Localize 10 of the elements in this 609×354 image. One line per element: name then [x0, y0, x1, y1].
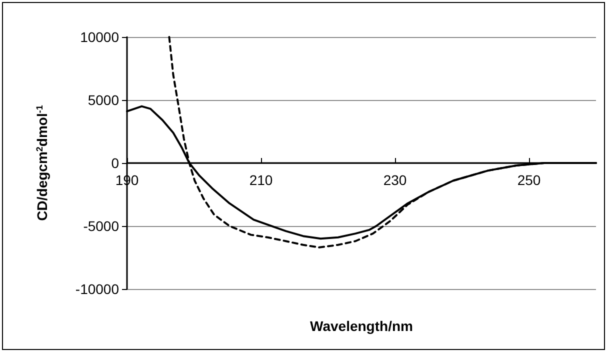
y-tick-label: -5000	[83, 218, 120, 234]
y-tick-label: 0	[111, 155, 120, 171]
x-tick-label: 250	[517, 172, 541, 188]
y-tick-label: -10000	[75, 281, 120, 297]
y-axis-title: CD/degcm2dmol-1	[34, 105, 50, 221]
x-tick-label: 230	[383, 172, 407, 188]
x-axis-title: Wavelength/nm	[310, 318, 413, 334]
y-tick-label: 10000	[80, 29, 120, 45]
y-tick-label: 5000	[88, 92, 120, 108]
x-tick-label: 210	[249, 172, 273, 188]
